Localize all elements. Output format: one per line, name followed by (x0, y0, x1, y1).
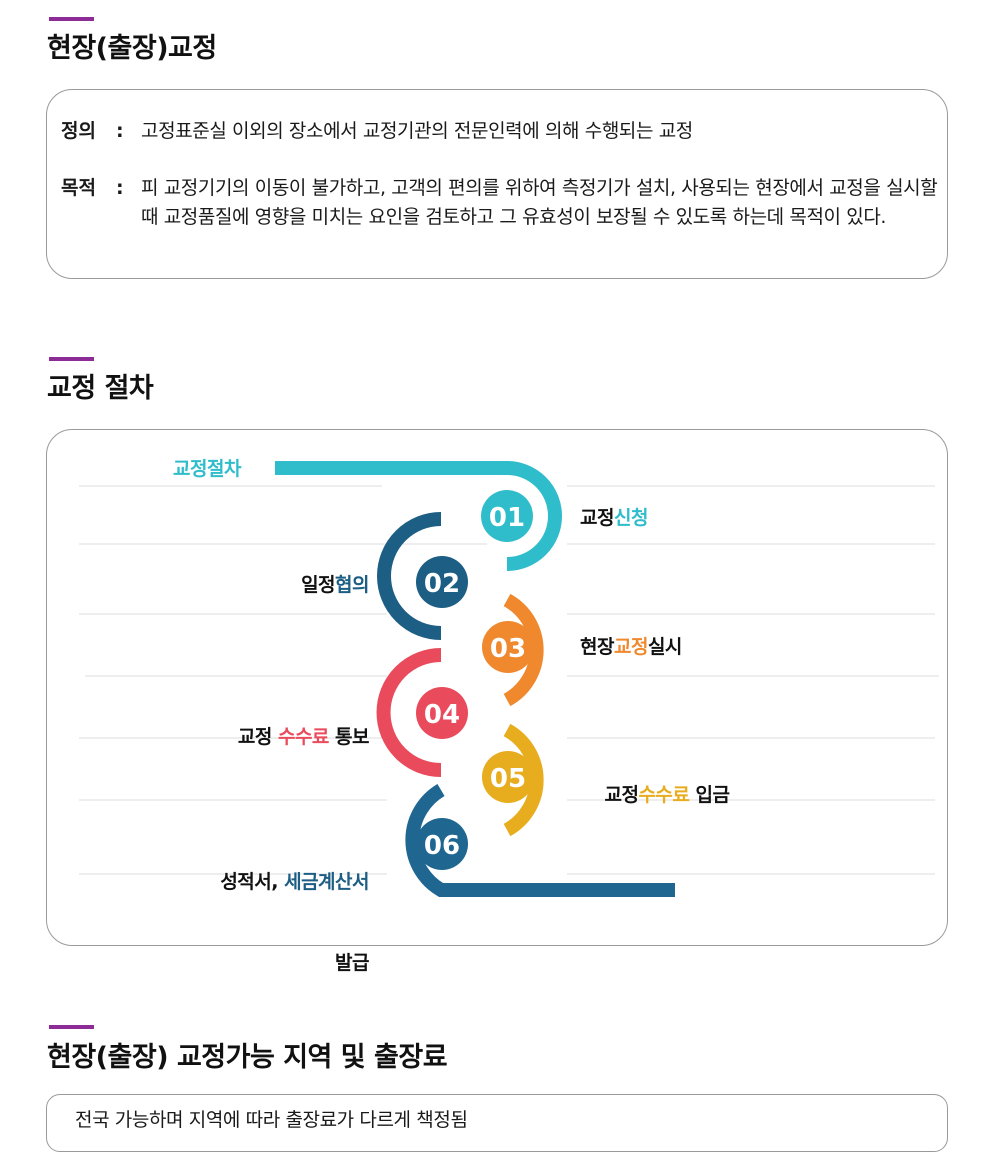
step-03-part-3: 실시 (647, 636, 682, 658)
section-accent-bar (49, 357, 94, 361)
step-03-part-2: 교정 (613, 636, 648, 658)
procedure-box: 01 02 03 04 05 06 교정절차 교정신청 일정협의 현장교정실시 … (46, 429, 948, 974)
step-number-01: 01 (489, 503, 525, 533)
purpose-label: 목적 (61, 177, 96, 199)
step-01-part-1: 교정 (580, 507, 614, 529)
step-number-05: 05 (490, 764, 526, 794)
step-06-line-2: 발급 (220, 950, 369, 977)
step-05-part-1: 교정 (604, 784, 639, 806)
step-arc-03 (503, 593, 544, 707)
purpose-colon: : (116, 177, 124, 199)
step-arc-04 (376, 648, 442, 777)
step-circle-06 (416, 818, 468, 870)
step-label-04: 교정 수수료 통보 (213, 700, 370, 771)
step-02-part-2: 협의 (335, 574, 369, 596)
section-title-onsite-calibration: 현장(출장)교정 (47, 33, 217, 64)
step-arc-01 (275, 461, 562, 571)
step-04-part-3: 통보 (328, 726, 369, 748)
step-arc-05 (503, 723, 544, 837)
procedure-diagram: 01 02 03 04 05 06 (79, 461, 939, 897)
region-text: 전국 가능하며 지역에 따라 출장료가 다르게 책정됨 (75, 1109, 468, 1131)
step-circle-04 (416, 687, 468, 739)
step-04-part-2: 수수료 (277, 726, 329, 748)
section-title-procedure: 교정 절차 (47, 373, 154, 404)
step-02-part-1: 일정 (301, 574, 336, 596)
step-label-05: 교정수수료 입금 (580, 758, 730, 829)
step-label-06: 성적서, 세금계산서 발급 (220, 815, 369, 1031)
definition-box: 정의 : 고정표준실 이외의 장소에서 교정기관의 전문인력에 의해 수행되는 … (46, 89, 948, 279)
step-05-part-2: 수수료 (638, 784, 690, 806)
step-circle-05 (482, 751, 534, 803)
step-circle-02 (416, 556, 468, 608)
step-number-02: 02 (424, 569, 460, 599)
step-03-part-1: 현장 (580, 636, 614, 658)
guide-lines (79, 485, 939, 875)
step-06-part-1: 성적서, (220, 871, 285, 893)
region-box: 전국 가능하며 지역에 따라 출장료가 다르게 책정됨 (46, 1094, 948, 1152)
step-label-01: 교정신청 (580, 503, 648, 530)
definition-text: 고정표준실 이외의 장소에서 교정기관의 전문인력에 의해 수행되는 교정 (141, 120, 693, 142)
step-label-02: 일정협의 (301, 570, 369, 597)
step-number-04: 04 (424, 700, 460, 730)
step-04-part-1: 교정 (237, 726, 278, 748)
step-label-03: 현장교정실시 (580, 632, 682, 659)
definition-label: 정의 (61, 120, 96, 142)
section-accent-bar (49, 1025, 94, 1029)
step-number-06: 06 (424, 831, 460, 861)
step-circle-03 (482, 621, 534, 673)
step-06-part-2: 세금계산서 (284, 871, 369, 893)
purpose-text: 피 교정기기의 이동이 불가하고, 고객의 편의를 위하여 측정기가 설치, 사… (141, 177, 938, 228)
step-06-line-1: 성적서, 세금계산서 (220, 869, 369, 896)
step-arc-06 (405, 783, 675, 897)
definition-colon: : (116, 120, 124, 142)
section-title-region: 현장(출장) 교정가능 지역 및 출장료 (47, 1042, 448, 1073)
section-accent-bar (49, 17, 94, 21)
step-number-03: 03 (490, 634, 526, 664)
step-05-part-3: 입금 (689, 784, 730, 806)
step-01-part-2: 신청 (613, 507, 648, 529)
step-arc-02 (377, 512, 442, 640)
step-06-part-3: 발급 (335, 952, 369, 974)
step-circle-01 (481, 490, 533, 542)
procedure-header-label: 교정절차 (173, 458, 241, 480)
